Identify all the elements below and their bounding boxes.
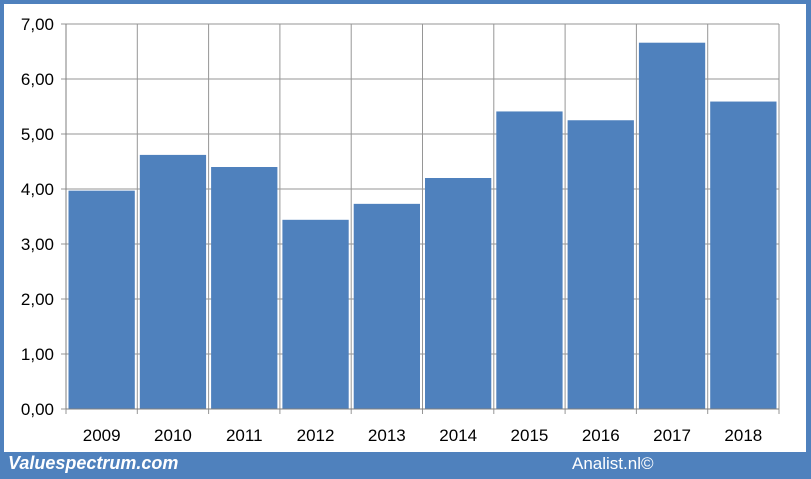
bar-2015: [496, 111, 563, 409]
bar-2011: [211, 167, 278, 409]
tick-labels: 0,00 1,00 2,00 3,00 4,00 5,00 6,00 7,00 2009 2010…: [21, 15, 762, 445]
bar-2013: [353, 203, 420, 409]
axes: [65, 24, 779, 410]
x-tick-label: 2012: [297, 426, 335, 445]
x-tick-label: 2013: [368, 426, 406, 445]
bar-2018: [710, 101, 777, 410]
bar-2016: [567, 120, 634, 409]
y-tick-label: 1,00: [21, 345, 54, 364]
y-tick-label: 3,00: [21, 235, 54, 254]
y-tick-label: 4,00: [21, 180, 54, 199]
bar-2010: [139, 154, 207, 409]
bars: [68, 42, 777, 410]
x-tick-label: 2015: [511, 426, 549, 445]
y-tick-label: 5,00: [21, 125, 54, 144]
bar-2009: [68, 190, 135, 409]
x-tick-label: 2010: [154, 426, 192, 445]
x-tick-label: 2014: [439, 426, 477, 445]
x-tick-label: 2018: [724, 426, 762, 445]
y-tick-label: 2,00: [21, 290, 54, 309]
brand-watermark: Valuespectrum.com: [8, 453, 179, 473]
y-tick-label: 7,00: [21, 15, 54, 34]
y-tick-label: 0,00: [21, 400, 54, 419]
x-tick-label: 2016: [582, 426, 620, 445]
bar-2012: [282, 219, 349, 409]
source-credit: Analist.nl©: [572, 454, 654, 473]
bar-2017: [638, 42, 706, 409]
x-tick-label: 2011: [226, 426, 263, 445]
y-tick-label: 6,00: [21, 70, 54, 89]
bar-2014: [425, 178, 492, 409]
x-tick-label: 2009: [83, 426, 121, 445]
x-tick-label: 2017: [653, 426, 691, 445]
